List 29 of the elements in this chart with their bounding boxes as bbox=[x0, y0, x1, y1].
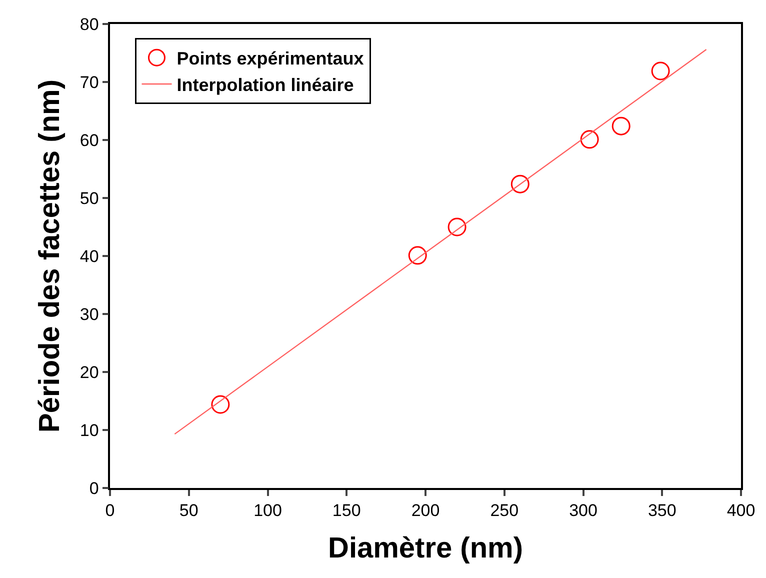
y-tick-label: 50 bbox=[80, 188, 99, 208]
point bbox=[510, 174, 530, 194]
point bbox=[612, 116, 630, 136]
x-tick-label: 100 bbox=[254, 501, 282, 520]
y-tick-label: 0 bbox=[89, 478, 99, 498]
y-tick-label: 80 bbox=[80, 14, 99, 34]
point bbox=[211, 395, 230, 414]
y-tick-label: 10 bbox=[80, 420, 99, 440]
x-tick-label: 50 bbox=[179, 501, 198, 520]
x-tick-label: 350 bbox=[648, 501, 676, 520]
point bbox=[448, 218, 466, 236]
point bbox=[651, 62, 670, 80]
x-tick-label: 300 bbox=[569, 501, 598, 520]
y-tick-label: 20 bbox=[80, 362, 99, 382]
x-tick-label: 200 bbox=[411, 501, 440, 520]
x-axis-title: Diamètre (nm) bbox=[328, 532, 523, 564]
x-tick-label: 400 bbox=[726, 501, 756, 520]
point bbox=[580, 130, 599, 149]
x-tick-label: 250 bbox=[490, 501, 519, 520]
x-tick-label: 0 bbox=[105, 501, 115, 520]
legend-label: Interpolation linéaire bbox=[176, 75, 354, 96]
y-tick-label: 30 bbox=[80, 304, 99, 324]
y-tick-label: 60 bbox=[80, 130, 99, 150]
legend-label: Points expérimentaux bbox=[176, 48, 364, 69]
x-tick-label: 150 bbox=[332, 501, 361, 520]
point bbox=[408, 246, 427, 265]
y-axis-title: Période des facettes (nm) bbox=[34, 80, 66, 432]
y-tick-label: 40 bbox=[80, 246, 99, 266]
y-tick-label: 70 bbox=[80, 72, 99, 92]
